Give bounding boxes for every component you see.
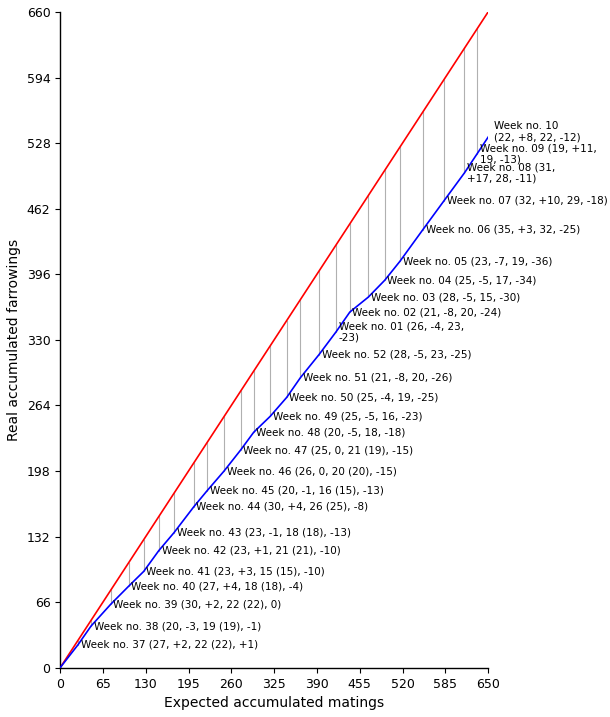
Text: Week no. 51 (21, -8, 20, -26): Week no. 51 (21, -8, 20, -26) <box>303 373 453 383</box>
Text: Week no. 02 (21, -8, 20, -24): Week no. 02 (21, -8, 20, -24) <box>353 307 501 317</box>
Text: Week no. 47 (25, 0, 21 (19), -15): Week no. 47 (25, 0, 21 (19), -15) <box>243 445 414 455</box>
Text: Week no. 48 (20, -5, 18, -18): Week no. 48 (20, -5, 18, -18) <box>256 427 406 437</box>
Text: Week no. 43 (23, -1, 18 (18), -13): Week no. 43 (23, -1, 18 (18), -13) <box>177 528 351 538</box>
Text: Week no. 50 (25, -4, 19, -25): Week no. 50 (25, -4, 19, -25) <box>289 392 439 402</box>
Text: Week no. 09 (19, +11,
19, -13): Week no. 09 (19, +11, 19, -13) <box>479 143 597 165</box>
Text: Week no. 06 (35, +3, 32, -25): Week no. 06 (35, +3, 32, -25) <box>426 224 580 234</box>
Text: Week no. 37 (27, +2, 22 (22), +1): Week no. 37 (27, +2, 22 (22), +1) <box>81 640 257 650</box>
Text: Week no. 41 (23, +3, 15 (15), -10): Week no. 41 (23, +3, 15 (15), -10) <box>146 566 325 576</box>
Text: Week no. 01 (26, -4, 23,
-23): Week no. 01 (26, -4, 23, -23) <box>339 321 464 343</box>
Text: Week no. 05 (23, -7, 19, -36): Week no. 05 (23, -7, 19, -36) <box>403 257 552 266</box>
Text: Week no. 38 (20, -3, 19 (19), -1): Week no. 38 (20, -3, 19 (19), -1) <box>94 621 261 631</box>
Text: Week no. 10
(22, +8, 22, -12): Week no. 10 (22, +8, 22, -12) <box>494 121 581 143</box>
Text: Week no. 52 (28, -5, 23, -25): Week no. 52 (28, -5, 23, -25) <box>321 350 471 360</box>
Text: Week no. 40 (27, +4, 18 (18), -4): Week no. 40 (27, +4, 18 (18), -4) <box>131 581 303 592</box>
Text: Week no. 04 (25, -5, 17, -34): Week no. 04 (25, -5, 17, -34) <box>387 275 537 285</box>
Text: Week no. 44 (30, +4, 26 (25), -8): Week no. 44 (30, +4, 26 (25), -8) <box>196 502 368 512</box>
Text: Week no. 42 (23, +1, 21 (21), -10): Week no. 42 (23, +1, 21 (21), -10) <box>162 546 340 556</box>
Text: Week no. 03 (28, -5, 15, -30): Week no. 03 (28, -5, 15, -30) <box>371 292 520 302</box>
Text: Week no. 39 (30, +2, 22 (22), 0): Week no. 39 (30, +2, 22 (22), 0) <box>113 599 282 609</box>
Text: Week no. 08 (31,
+17, 28, -11): Week no. 08 (31, +17, 28, -11) <box>467 162 555 184</box>
Text: Week no. 45 (20, -1, 16 (15), -13): Week no. 45 (20, -1, 16 (15), -13) <box>210 486 384 496</box>
Text: Week no. 46 (26, 0, 20 (20), -15): Week no. 46 (26, 0, 20 (20), -15) <box>227 466 396 476</box>
Y-axis label: Real accumulated farrowings: Real accumulated farrowings <box>7 239 21 441</box>
Text: Week no. 49 (25, -5, 16, -23): Week no. 49 (25, -5, 16, -23) <box>273 412 422 422</box>
Text: Week no. 07 (32, +10, 29, -18): Week no. 07 (32, +10, 29, -18) <box>447 196 608 206</box>
X-axis label: Expected accumulated matings: Expected accumulated matings <box>164 696 384 710</box>
